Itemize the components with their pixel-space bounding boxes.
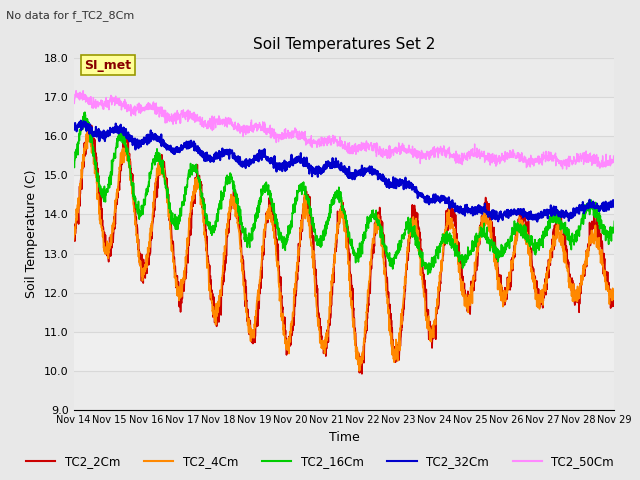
- Bar: [74, 58, 614, 97]
- Y-axis label: Soil Temperature (C): Soil Temperature (C): [26, 170, 38, 298]
- Bar: [74, 293, 614, 332]
- Bar: [74, 371, 614, 410]
- Bar: [74, 136, 614, 175]
- Text: No data for f_TC2_8Cm: No data for f_TC2_8Cm: [6, 10, 134, 21]
- X-axis label: Time: Time: [328, 431, 360, 444]
- Title: Soil Temperatures Set 2: Soil Temperatures Set 2: [253, 37, 435, 52]
- Text: SI_met: SI_met: [84, 59, 132, 72]
- Bar: [74, 215, 614, 253]
- Legend: TC2_2Cm, TC2_4Cm, TC2_16Cm, TC2_32Cm, TC2_50Cm: TC2_2Cm, TC2_4Cm, TC2_16Cm, TC2_32Cm, TC…: [21, 451, 619, 473]
